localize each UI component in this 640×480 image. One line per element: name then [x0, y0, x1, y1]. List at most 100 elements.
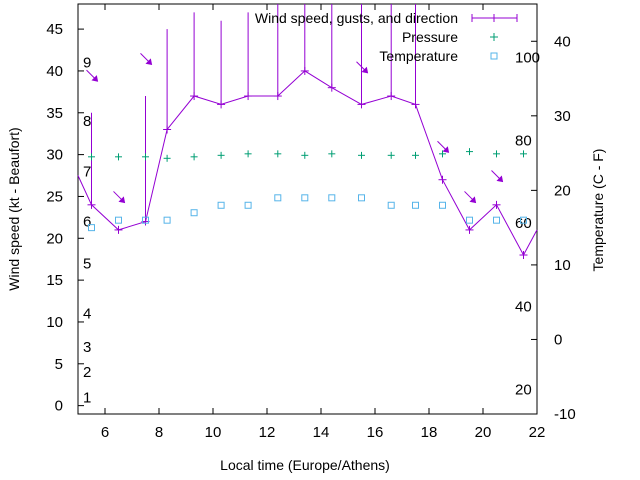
pressure-point: [115, 153, 122, 161]
wind-point: [217, 100, 226, 109]
temperature-point: [142, 216, 149, 224]
x-tick-label: 16: [367, 424, 384, 441]
beaufort-label: 6: [83, 214, 91, 231]
y-tick-label: 40: [46, 63, 63, 80]
wind-direction-arrow: [437, 140, 450, 153]
beaufort-label: 9: [83, 55, 91, 72]
wind-direction-arrow: [113, 191, 126, 204]
x-tick-label: 14: [313, 424, 330, 441]
x-tick-label: 18: [421, 424, 438, 441]
beaufort-label: 7: [83, 163, 91, 180]
y2-tick-label: 20: [554, 182, 571, 199]
pressure-point: [387, 151, 395, 159]
temperature-point: [439, 201, 446, 209]
wind-point: [190, 92, 199, 101]
arrow-shaft: [356, 61, 366, 72]
arrow-shaft: [140, 53, 150, 63]
y2-tick-label: -10: [554, 406, 576, 423]
temperature-point: [358, 194, 365, 202]
pressure-point: [358, 151, 365, 159]
temperature-point: [387, 201, 395, 209]
temperature-point: [274, 194, 282, 202]
y-tick-label: 35: [46, 105, 63, 122]
wind-point: [163, 125, 172, 134]
pressure-point: [274, 150, 282, 158]
legend-swatch-temperature: [490, 52, 498, 60]
y-tick-label: 25: [46, 188, 63, 205]
temperature-point: [163, 216, 171, 224]
arrow-head: [469, 196, 477, 204]
y2-axis-label: Temperature (C - F): [590, 149, 606, 272]
pressure-point: [439, 150, 446, 158]
arrow-shaft: [491, 170, 501, 180]
wind-direction-arrow: [491, 170, 504, 183]
temperature-point: [244, 201, 252, 209]
temperature-point: [493, 216, 500, 224]
legend-swatch-pressure: [490, 33, 498, 41]
legend: Wind speed, gusts, and direction Pressur…: [255, 10, 518, 64]
y-tick-label: 5: [55, 356, 63, 373]
x-tick-label: 22: [529, 424, 546, 441]
wind-point: [357, 100, 366, 109]
y2-tick-label: 10: [554, 257, 571, 274]
temperature-point: [520, 216, 527, 224]
temperature-point: [466, 216, 473, 224]
x-tick-label: 8: [155, 424, 163, 441]
temperature-point: [412, 201, 419, 209]
temperature-point: [88, 224, 95, 232]
temperature-point: [301, 194, 309, 202]
x-tick-label: 20: [475, 424, 492, 441]
y2-tick-label: 0: [554, 331, 562, 348]
wind-point: [87, 200, 96, 209]
y2-tick-label: 30: [554, 108, 571, 125]
pressure-point: [244, 150, 252, 158]
wind-point: [244, 92, 253, 101]
wind-point: [327, 83, 336, 92]
pressure-point: [190, 153, 198, 161]
pressure-point: [142, 153, 149, 161]
series-layer: [77, 4, 538, 260]
fahrenheit-label: 80: [515, 132, 532, 149]
pressure-point: [88, 153, 95, 161]
x-tick-label: 10: [205, 424, 222, 441]
beaufort-label: 5: [83, 255, 91, 272]
legend-label-pressure: Pressure: [402, 29, 458, 45]
y-tick-label: 30: [46, 147, 63, 164]
fahrenheit-label: 20: [515, 381, 532, 398]
wind-point: [273, 92, 282, 101]
wind-direction-arrow: [464, 191, 477, 204]
wind-speed-line: [77, 70, 538, 257]
beaufort-label: 2: [83, 364, 91, 381]
y-tick-label: 45: [46, 21, 63, 38]
beaufort-label: 1: [83, 389, 91, 406]
arrow-head: [145, 58, 153, 66]
y2-tick-label: 40: [554, 33, 571, 50]
wind-point: [519, 251, 528, 260]
y-tick-label: 15: [46, 272, 63, 289]
y-tick-label: 10: [46, 314, 63, 331]
y-tick-label: 20: [46, 230, 63, 247]
arrow-shaft: [464, 191, 474, 201]
wind-direction-arrow: [356, 61, 369, 74]
arrow-head: [118, 196, 126, 204]
pressure-point: [301, 151, 309, 159]
pressure-point: [466, 148, 473, 156]
arrow-head: [496, 175, 504, 183]
arrow-shaft: [437, 140, 447, 151]
wind-point: [387, 92, 396, 101]
wind-direction-arrow: [86, 69, 99, 82]
wind-point: [438, 175, 447, 184]
temperature-point: [115, 216, 122, 224]
wind-point: [300, 66, 309, 75]
wind-point: [465, 225, 474, 234]
x-tick-label: 6: [101, 424, 109, 441]
pressure-point: [163, 154, 171, 162]
axis-ticks: 6 8 10 12 14 16 18 20 22051015202530354045-10010…: [46, 4, 576, 441]
beaufort-label: 8: [83, 113, 91, 130]
temperature-point: [328, 194, 336, 202]
fahrenheit-label: 100: [515, 50, 540, 67]
arrow-head: [361, 66, 369, 74]
legend-label-wind: Wind speed, gusts, and direction: [255, 10, 458, 26]
arrow-head: [442, 146, 450, 153]
pressure-point: [493, 150, 500, 158]
